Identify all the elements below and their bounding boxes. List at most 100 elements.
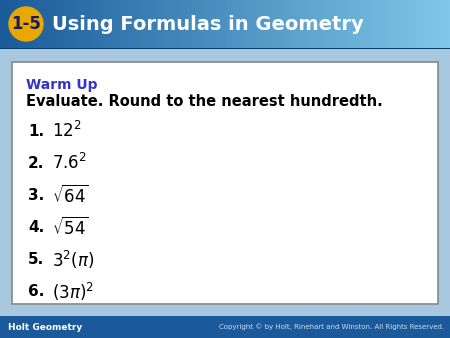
Bar (268, 0, 270, 48)
Bar (353, 0, 356, 48)
Bar (65, 0, 68, 48)
Bar (227, 0, 230, 48)
Bar (92, 0, 94, 48)
Bar (14, 0, 16, 48)
Bar (398, 0, 400, 48)
Bar (164, 0, 166, 48)
Bar (38, 0, 40, 48)
Bar (284, 0, 286, 48)
Bar (430, 0, 432, 48)
Bar (94, 0, 97, 48)
Bar (166, 0, 169, 48)
Bar (400, 0, 403, 48)
Bar (158, 0, 160, 48)
Bar (310, 0, 313, 48)
Text: Copyright © by Holt, Rinehart and Winston. All Rights Reserved.: Copyright © by Holt, Rinehart and Winsto… (219, 324, 444, 330)
Bar (421, 0, 423, 48)
Bar (178, 0, 180, 48)
Bar (162, 0, 164, 48)
Bar (34, 0, 36, 48)
Bar (83, 0, 86, 48)
Bar (416, 0, 418, 48)
Bar (63, 0, 65, 48)
Bar (225, 0, 227, 48)
Bar (36, 0, 38, 48)
Bar (50, 0, 52, 48)
Bar (29, 0, 32, 48)
Bar (340, 0, 342, 48)
Bar (68, 0, 70, 48)
Bar (52, 0, 54, 48)
Bar (295, 0, 297, 48)
Bar (358, 0, 360, 48)
Bar (218, 0, 220, 48)
Bar (169, 0, 171, 48)
Bar (126, 0, 128, 48)
Bar (18, 0, 20, 48)
Bar (119, 0, 122, 48)
Circle shape (9, 7, 43, 41)
Bar (410, 0, 412, 48)
Bar (216, 0, 218, 48)
Bar (446, 0, 448, 48)
Bar (335, 0, 338, 48)
Bar (45, 0, 47, 48)
Bar (106, 0, 108, 48)
Bar (198, 0, 200, 48)
Bar (349, 0, 351, 48)
Bar (207, 0, 209, 48)
Text: Warm Up: Warm Up (26, 78, 98, 92)
Bar (70, 0, 72, 48)
Bar (232, 0, 234, 48)
Bar (396, 0, 398, 48)
Bar (27, 0, 29, 48)
Text: $\sqrt{54}$: $\sqrt{54}$ (52, 217, 89, 239)
Bar (436, 0, 439, 48)
Bar (58, 0, 61, 48)
Bar (128, 0, 130, 48)
Bar (270, 0, 272, 48)
Text: 5.: 5. (28, 252, 44, 267)
Bar (209, 0, 211, 48)
Bar (130, 0, 133, 48)
Bar (81, 0, 83, 48)
Bar (297, 0, 299, 48)
Bar (245, 0, 248, 48)
Bar (79, 0, 81, 48)
Bar (187, 0, 189, 48)
Bar (344, 0, 346, 48)
Bar (0, 316, 450, 338)
Bar (243, 0, 245, 48)
Bar (200, 0, 202, 48)
Text: 1.: 1. (28, 124, 44, 139)
Bar (367, 0, 369, 48)
Bar (124, 0, 126, 48)
Bar (90, 0, 92, 48)
Bar (16, 0, 18, 48)
Text: $7.6^2$: $7.6^2$ (52, 153, 87, 173)
Bar (230, 0, 232, 48)
Text: 6.: 6. (28, 284, 45, 299)
Bar (171, 0, 173, 48)
Bar (86, 0, 88, 48)
Bar (32, 0, 34, 48)
Bar (281, 0, 284, 48)
Bar (104, 0, 106, 48)
Bar (304, 0, 306, 48)
Bar (448, 0, 450, 48)
Bar (220, 0, 223, 48)
Bar (322, 0, 324, 48)
Bar (180, 0, 182, 48)
Text: 3.: 3. (28, 188, 44, 203)
Bar (160, 0, 162, 48)
Text: Using Formulas in Geometry: Using Formulas in Geometry (52, 15, 364, 33)
Bar (387, 0, 389, 48)
Bar (115, 0, 117, 48)
Bar (279, 0, 281, 48)
Bar (2, 0, 4, 48)
Bar (326, 0, 328, 48)
Bar (22, 0, 25, 48)
Bar (425, 0, 428, 48)
Bar (263, 0, 266, 48)
Bar (212, 0, 214, 48)
